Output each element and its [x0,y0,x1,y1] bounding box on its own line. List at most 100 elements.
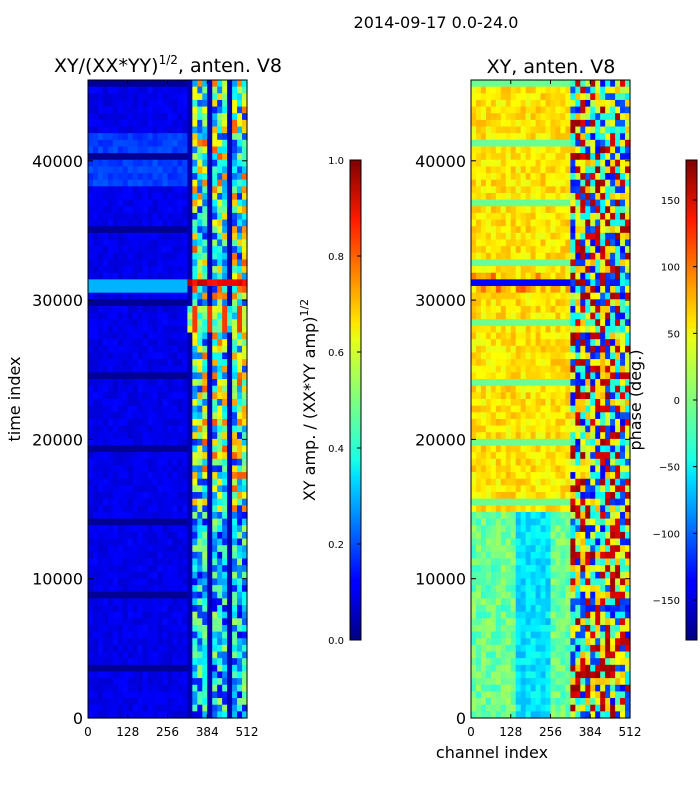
heatmap-cell [615,352,621,360]
heatmap-cell [520,279,527,287]
heatmap-cell [197,638,203,646]
heatmap-cell [122,578,129,586]
heatmap-cell [580,126,586,134]
heatmap-cell [495,438,502,447]
y-tick-label: 20000 [32,430,83,449]
heatmap-cell [162,153,169,161]
heatmap-cell [485,86,492,94]
heatmap-cell [495,325,502,334]
heatmap-cell [600,405,606,413]
heatmap-cell [232,292,238,300]
heatmap-cell [197,392,203,400]
heatmap-cell [222,359,228,367]
heatmap-cell [88,498,94,506]
heatmap-cell [605,438,611,447]
heatmap-cell [530,286,537,294]
heatmap-cell [207,212,213,221]
heatmap-cell [197,684,203,693]
heatmap-cell [112,684,119,693]
heatmap-cell [530,332,537,340]
heatmap-cell [480,458,487,467]
heatmap-cell [227,644,233,653]
heatmap-cell [197,658,203,666]
heatmap-cell [237,392,243,400]
heatmap-cell [615,186,621,194]
heatmap-cell [222,126,228,134]
heatmap-cell [500,286,507,294]
heatmap-cell [162,385,169,393]
heatmap-cell [187,126,193,134]
heatmap-cell [590,232,596,241]
heatmap-cell [520,332,527,340]
heatmap-cell [107,119,114,128]
heatmap-cell [127,478,134,486]
heatmap-cell [575,405,581,413]
heatmap-cell [475,372,482,380]
heatmap-cell [232,252,238,261]
heatmap-cell [232,445,238,453]
heatmap-cell [242,99,248,108]
heatmap-cell [560,319,567,327]
heatmap-cell [560,239,567,247]
heatmap-cell [540,80,547,88]
heatmap-cell [202,272,208,280]
heatmap-cell [515,192,522,201]
heatmap-cell [88,452,94,460]
heatmap-cell [92,232,99,241]
heatmap-cell [490,153,497,161]
heatmap-cell [172,106,179,114]
heatmap-cell [167,93,174,101]
heatmap-cell [510,86,517,94]
heatmap-cell [237,618,243,626]
heatmap-cell [480,332,487,340]
heatmap-cell [525,432,532,440]
heatmap-cell [485,226,492,234]
heatmap-cell [152,671,159,679]
heatmap-cell [475,325,482,334]
heatmap-cell [132,292,139,300]
heatmap-cell [137,418,144,427]
heatmap-cell [147,478,154,486]
heatmap-cell [580,119,586,128]
heatmap-cell [212,438,218,447]
heatmap-cell [157,186,164,194]
heatmap-cell [237,472,243,480]
heatmap-cell [530,345,537,354]
heatmap-cell [525,385,532,393]
heatmap-cell [222,578,228,586]
heatmap-cell [625,192,631,201]
heatmap-cell [127,305,134,314]
heatmap-cell [192,212,198,221]
heatmap-cell [605,192,611,201]
heatmap-cell [555,166,562,174]
heatmap-cell [545,139,552,148]
heatmap-cell [565,405,571,413]
heatmap-cell [207,638,213,646]
heatmap-cell [182,246,188,254]
heatmap-cell [590,445,596,453]
heatmap-cell [112,545,119,553]
heatmap-cell [510,392,517,400]
heatmap-cell [510,312,517,320]
heatmap-cell [217,173,223,181]
heatmap-cell [142,385,149,393]
heatmap-cell [187,239,193,247]
heatmap-cell [147,139,154,148]
heatmap-cell [535,192,542,201]
heatmap-cell [565,232,571,241]
heatmap-cell [580,259,586,267]
heatmap-cell [88,478,94,486]
heatmap-cell [242,465,248,473]
heatmap-cell [197,458,203,467]
heatmap-cell [127,299,134,307]
heatmap-cell [147,99,154,108]
heatmap-cell [182,511,188,520]
heatmap-cell [97,631,104,639]
heatmap-cell [227,565,233,573]
heatmap-cell [490,232,497,241]
heatmap-cell [580,166,586,174]
heatmap-cell [510,252,517,261]
heatmap-cell [471,146,477,154]
heatmap-cell [530,365,537,374]
heatmap-cell [147,379,154,387]
